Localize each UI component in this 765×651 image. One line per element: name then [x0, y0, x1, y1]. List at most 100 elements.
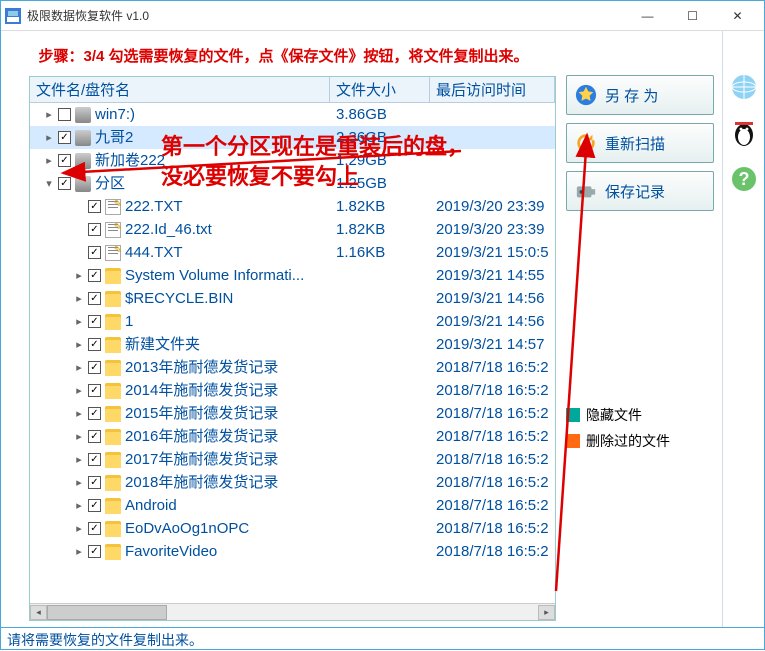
file-row[interactable]: ▸ win7:)3.86GB: [30, 103, 555, 126]
step-instruction: 步骤：3/4 勾选需要恢复的文件，点《保存文件》按钮，将文件复制出来。: [5, 31, 562, 76]
expander-icon[interactable]: ▸: [72, 380, 86, 402]
scroll-left-button[interactable]: ◂: [30, 605, 47, 620]
save-log-button[interactable]: 保存记录: [566, 171, 714, 211]
svg-text:?: ?: [738, 169, 749, 189]
expander-icon[interactable]: ▸: [72, 472, 86, 494]
save-log-label: 保存记录: [605, 181, 665, 202]
col-header-time[interactable]: 最后访问时间: [430, 77, 555, 102]
expander-icon[interactable]: ▸: [72, 426, 86, 448]
file-row[interactable]: ▸✓ 2018年施耐德发货记录 2018/7/18 16:5:2: [30, 471, 555, 494]
checkbox[interactable]: ✓: [88, 384, 101, 397]
penguin-icon[interactable]: [730, 119, 758, 147]
file-row[interactable]: ▸✓2015年施耐德发货记录2018/7/18 16:5:2: [30, 402, 555, 425]
file-row[interactable]: ▸✓2013年施耐德发货记录2018/7/18 16:5:2: [30, 356, 555, 379]
globe-icon[interactable]: [730, 73, 758, 101]
file-row[interactable]: ✓222.Id_46.txt1.82KB2019/3/20 23:39: [30, 218, 555, 241]
checkbox[interactable]: ✓: [88, 223, 101, 236]
file-row[interactable]: ▸✓ 2016年施耐德发货记录 2018/7/18 16:5:2: [30, 425, 555, 448]
file-row[interactable]: ▸✓2017年施耐德发货记录2018/7/18 16:5:2: [30, 448, 555, 471]
checkbox[interactable]: ✓: [88, 292, 101, 305]
scroll-thumb[interactable]: [47, 605, 167, 620]
expander-icon[interactable]: ▸: [72, 449, 86, 471]
file-time: 2018/7/18 16:5:2: [430, 472, 555, 494]
file-time: 2019/3/20 23:39: [430, 219, 555, 241]
horizontal-scrollbar[interactable]: ◂ ▸: [30, 603, 555, 620]
file-time: 2018/7/18 16:5:2: [430, 380, 555, 402]
file-name: 2016年施耐德发货记录: [125, 426, 278, 448]
column-header: 文件名/盘符名 文件大小 最后访问时间: [30, 77, 555, 103]
file-tree[interactable]: ▸ win7:)3.86GB▸✓九哥22.36GB▸✓新加卷2221.29GB▾…: [30, 103, 555, 603]
file-row[interactable]: ▸✓九哥22.36GB: [30, 126, 555, 149]
expander-icon[interactable]: ▸: [72, 357, 86, 379]
file-size: 1.29GB: [330, 150, 430, 172]
checkbox[interactable]: ✓: [58, 177, 71, 190]
file-name: 222.Id_46.txt: [125, 219, 212, 241]
rescan-label: 重新扫描: [605, 133, 665, 154]
save-as-button[interactable]: 另 存 为: [566, 75, 714, 115]
checkbox[interactable]: ✓: [88, 522, 101, 535]
file-time: 2018/7/18 16:5:2: [430, 403, 555, 425]
file-row[interactable]: ▸✓2014年施耐德发货记录2018/7/18 16:5:2: [30, 379, 555, 402]
checkbox[interactable]: ✓: [88, 315, 101, 328]
file-row[interactable]: ▸✓新加卷2221.29GB: [30, 149, 555, 172]
expander-icon[interactable]: ▸: [42, 127, 56, 149]
checkbox[interactable]: ✓: [88, 361, 101, 374]
file-row[interactable]: ▸✓System Volume Informati...2019/3/21 14…: [30, 264, 555, 287]
checkbox[interactable]: ✓: [88, 246, 101, 259]
checkbox[interactable]: ✓: [88, 476, 101, 489]
file-row[interactable]: ▾✓分区1.25GB: [30, 172, 555, 195]
expander-icon[interactable]: ▸: [72, 265, 86, 287]
expander-icon[interactable]: ▸: [72, 495, 86, 517]
file-row[interactable]: ▸✓Android2018/7/18 16:5:2: [30, 494, 555, 517]
expander-icon[interactable]: ▸: [72, 288, 86, 310]
file-time: 2018/7/18 16:5:2: [430, 426, 555, 448]
file-row[interactable]: ✓444.TXT1.16KB2019/3/21 15:0:5: [30, 241, 555, 264]
file-row[interactable]: ✓222.TXT1.82KB2019/3/20 23:39: [30, 195, 555, 218]
checkbox[interactable]: ✓: [88, 407, 101, 420]
checkbox[interactable]: ✓: [88, 338, 101, 351]
checkbox[interactable]: ✓: [88, 453, 101, 466]
checkbox[interactable]: ✓: [88, 430, 101, 443]
content-area: 步骤：3/4 勾选需要恢复的文件，点《保存文件》按钮，将文件复制出来。 文件名/…: [1, 31, 764, 627]
file-name: win7:): [95, 104, 135, 126]
checkbox[interactable]: ✓: [88, 269, 101, 282]
legend: 隐藏文件 删除过的文件: [566, 399, 714, 457]
expander-icon[interactable]: ▸: [72, 403, 86, 425]
rescan-button[interactable]: 重新扫描: [566, 123, 714, 163]
checkbox[interactable]: ✓: [88, 200, 101, 213]
minimize-button[interactable]: ―: [625, 2, 670, 30]
file-size: 1.25GB: [330, 173, 430, 195]
file-row[interactable]: ▸✓新建文件夹2019/3/21 14:57: [30, 333, 555, 356]
checkbox[interactable]: ✓: [58, 154, 71, 167]
checkbox[interactable]: ✓: [88, 545, 101, 558]
file-row[interactable]: ▸✓EoDvAoOg1nOPC2018/7/18 16:5:2: [30, 517, 555, 540]
file-list-panel: 文件名/盘符名 文件大小 最后访问时间 ▸ win7:)3.86GB▸✓九哥22…: [29, 76, 556, 621]
expander-icon[interactable]: ▸: [42, 104, 56, 126]
file-row[interactable]: ▸✓FavoriteVideo2018/7/18 16:5:2: [30, 540, 555, 563]
maximize-button[interactable]: ☐: [670, 2, 715, 30]
scroll-right-button[interactable]: ▸: [538, 605, 555, 620]
col-header-name[interactable]: 文件名/盘符名: [30, 77, 330, 102]
help-icon[interactable]: ?: [730, 165, 758, 193]
expander-icon[interactable]: ▸: [42, 150, 56, 172]
file-time: 2019/3/21 14:57: [430, 334, 555, 356]
expander-icon[interactable]: ▾: [42, 173, 56, 195]
star-icon: [575, 84, 597, 106]
checkbox[interactable]: [58, 108, 71, 121]
checkbox[interactable]: ✓: [88, 499, 101, 512]
file-name: Android: [125, 495, 177, 517]
expander-icon[interactable]: ▸: [72, 541, 86, 563]
folder-icon: [105, 544, 121, 560]
file-name: 2018年施耐德发货记录: [125, 472, 278, 494]
file-name: 1: [125, 311, 133, 333]
expander-icon[interactable]: ▸: [72, 518, 86, 540]
col-header-size[interactable]: 文件大小: [330, 77, 430, 102]
expander-icon[interactable]: ▸: [72, 311, 86, 333]
expander-icon[interactable]: ▸: [72, 334, 86, 356]
file-row[interactable]: ▸✓$RECYCLE.BIN2019/3/21 14:56: [30, 287, 555, 310]
file-row[interactable]: ▸✓12019/3/21 14:56: [30, 310, 555, 333]
folder-icon: [105, 429, 121, 445]
checkbox[interactable]: ✓: [58, 131, 71, 144]
close-button[interactable]: ✕: [715, 2, 760, 30]
scroll-track[interactable]: [47, 605, 538, 620]
